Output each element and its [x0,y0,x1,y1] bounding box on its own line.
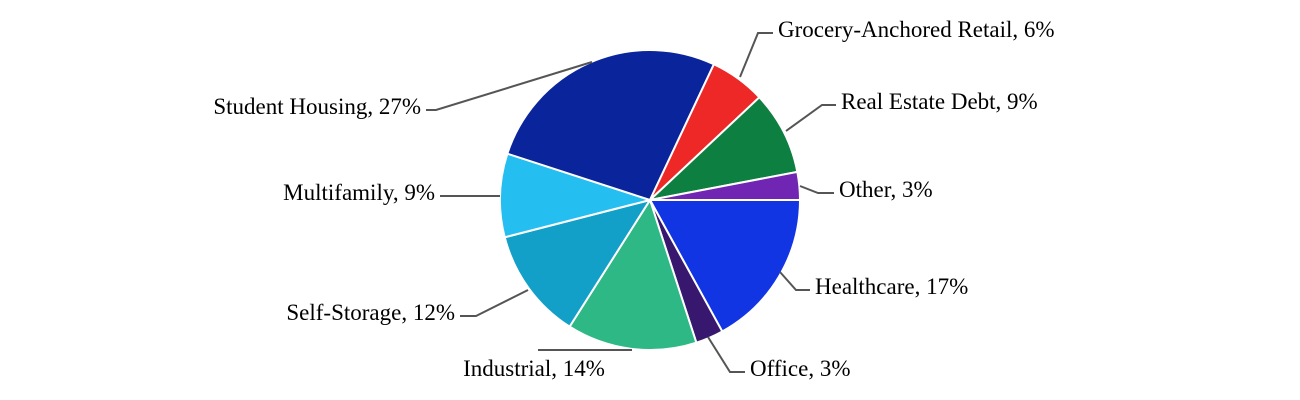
leader-line-office [707,336,745,373]
leader-lines [426,32,836,373]
leader-line-grocery-anchored-retail [739,32,773,78]
leader-line-self-storage [460,289,529,317]
pie-slice-industrial [568,197,698,351]
pie-slices [498,49,802,351]
slice-label-office: Office, 3% [750,356,850,381]
slice-labels: Healthcare, 17% Office, 3% Industrial, 14%… [213,17,1054,381]
slice-label-real-estate-debt: Real Estate Debt, 9% [841,89,1038,114]
pie-slice-healthcare [648,199,802,333]
pie-slice-real-estate-debt [646,95,799,202]
slice-label-self-storage: Self-Storage, 12% [286,300,455,325]
slice-label-other: Other, 3% [839,177,933,202]
leader-line-healthcare [779,271,810,291]
pie-slice-other [649,170,802,201]
leader-line-student-housing [426,61,593,111]
slice-label-industrial: Industrial, 14% [463,356,605,381]
pie-slice-self-storage [503,198,653,329]
pie-slice-multifamily [498,152,654,239]
leader-line-other [799,185,834,194]
slice-label-multifamily: Multifamily, 9% [283,180,435,205]
slice-label-student-housing: Student Housing, 27% [213,94,421,119]
slice-label-grocery-anchored-retail: Grocery-Anchored Retail, 6% [778,17,1055,42]
leader-line-real-estate-debt [785,104,836,132]
slice-label-healthcare: Healthcare, 17% [815,274,968,299]
